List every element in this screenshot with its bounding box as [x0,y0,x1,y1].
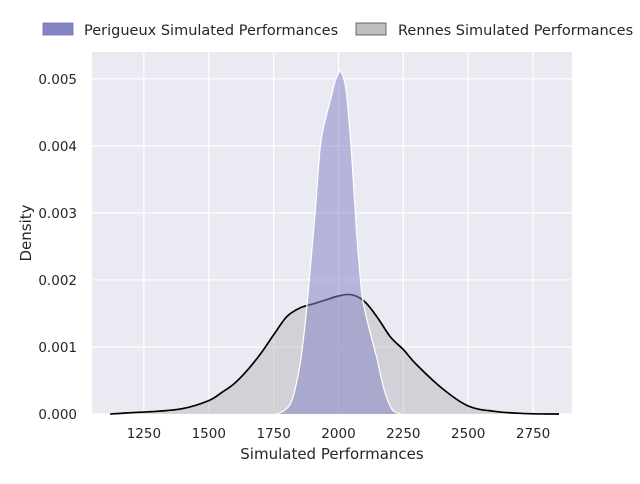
y-tick-label: 0.004 [38,139,77,155]
legend-label-perigueux: Perigueux Simulated Performances [84,23,338,39]
x-tick-label: 1500 [192,426,226,442]
legend-swatch-rennes [355,22,387,36]
y-tick-label: 0.003 [38,206,77,222]
x-axis-ticks: 1250 1500 1750 2000 2250 2500 2750 [127,426,551,442]
y-axis-label: Density [17,204,35,261]
x-axis-label: Simulated Performances [240,445,424,463]
y-tick-label: 0.000 [38,407,77,423]
x-tick-label: 2750 [516,426,550,442]
y-axis-ticks: 0.000 0.001 0.002 0.003 0.004 0.005 [38,72,77,423]
y-tick-label: 0.002 [38,273,77,289]
density-areas [110,70,559,415]
x-tick-label: 2000 [321,426,355,442]
x-tick-label: 1250 [127,426,161,442]
area-perigueux [276,71,401,415]
x-tick-label: 2500 [451,426,485,442]
y-tick-label: 0.001 [38,340,77,356]
line-perigueux [275,70,402,415]
y-tick-label: 0.005 [38,72,77,88]
legend-label-rennes: Rennes Simulated Performances [398,23,633,39]
legend-swatch-perigueux [42,22,74,36]
x-tick-label: 2250 [386,426,420,442]
x-tick-label: 1750 [256,426,290,442]
legend: Perigueux Simulated Performances Rennes … [42,22,633,39]
